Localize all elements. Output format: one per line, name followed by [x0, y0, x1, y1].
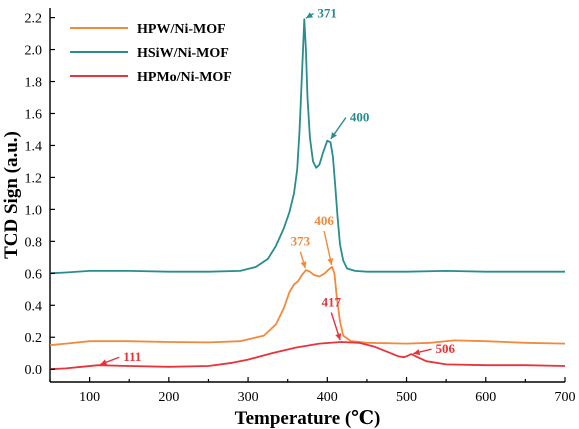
peak-label-506: 506: [435, 341, 455, 356]
series-line-1: [49, 18, 565, 275]
annotation-arrowhead: [413, 349, 421, 356]
x-tick-label: 600: [475, 390, 496, 405]
y-tick-label: 0.2: [25, 331, 43, 346]
x-tick-label: 400: [317, 390, 338, 405]
y-axis-title: TCD Sign (a.u.): [1, 131, 22, 259]
series-layer: [49, 18, 566, 371]
y-tick-label: 2.2: [25, 12, 43, 27]
y-tick-label: 1.6: [25, 107, 43, 122]
legend-label-2: HPMo/Ni-MOF: [137, 70, 232, 85]
annotation-arrowhead: [306, 12, 313, 19]
axis-ticks: 100 200 300 400 500 600 700 0.0 0.2 0.4 0.6 0.8 1.0 1…: [25, 12, 576, 405]
x-tick-label: 700: [555, 390, 576, 405]
peak-label-371: 371: [317, 6, 337, 21]
series-line-2: [49, 341, 566, 371]
x-tick-label: 100: [79, 390, 100, 405]
series-line-0: [49, 266, 566, 347]
legend-label-1: HSiW/Ni-MOF: [137, 46, 229, 61]
annotation-arrowhead: [330, 132, 337, 140]
y-tick-label: 0.0: [25, 363, 43, 378]
y-tick-label: 1.2: [25, 171, 43, 186]
legend: HPW/Ni-MOF HSiW/Ni-MOF HPMo/Ni-MOF: [70, 22, 232, 85]
peak-label-417: 417: [322, 294, 342, 309]
plot-area: [49, 8, 565, 383]
y-tick-label: 1.4: [25, 139, 43, 154]
x-tick-label: 200: [158, 390, 179, 405]
x-axis-title: Temperature (℃): [235, 408, 381, 429]
peak-label-111: 111: [123, 349, 141, 364]
y-tick-label: 1.0: [25, 203, 43, 218]
peak-label-400: 400: [350, 109, 370, 124]
annotation-arrowhead: [335, 333, 342, 341]
y-tick-label: 1.8: [25, 76, 43, 91]
y-tick-label: 0.6: [25, 267, 43, 282]
peak-label-373: 373: [291, 234, 311, 249]
y-tick-label: 0.8: [25, 235, 43, 250]
y-tick-label: 2.0: [25, 44, 43, 59]
peak-label-406: 406: [314, 213, 334, 228]
x-tick-label: 300: [238, 390, 259, 405]
x-tick-label: 500: [396, 390, 417, 405]
annotation-arrowhead: [100, 359, 108, 366]
annotation-arrowhead: [327, 258, 334, 265]
legend-label-0: HPW/Ni-MOF: [137, 22, 226, 37]
annotation-arrowhead: [300, 261, 307, 269]
y-tick-label: 0.4: [25, 299, 43, 314]
